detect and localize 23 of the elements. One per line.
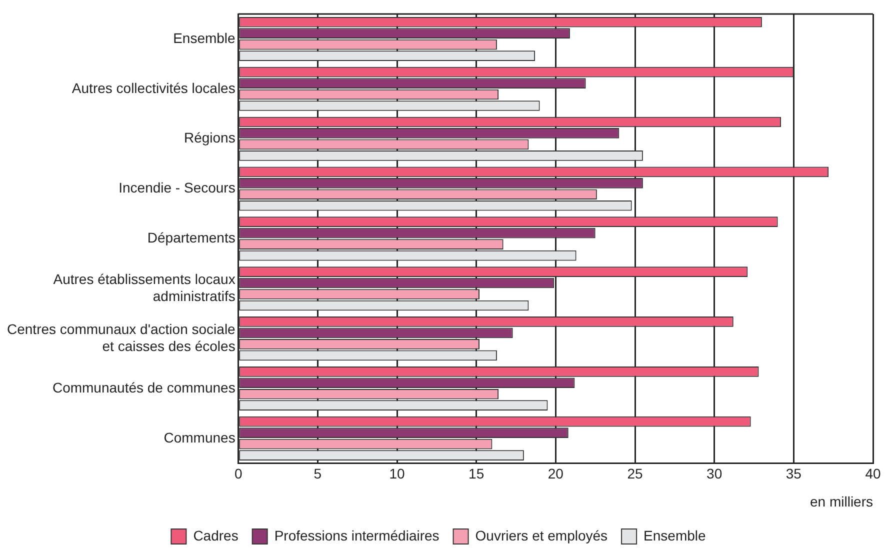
y-tick-label: Incendie - Secours <box>118 180 236 196</box>
y-tick-label: Communautés de communes <box>52 379 236 396</box>
x-tick-label: 10 <box>389 466 406 482</box>
y-tick-label: Ensemble <box>173 30 236 46</box>
legend-label: Ouvriers et employés <box>475 527 608 544</box>
y-tick-label: Autres établissements locaux administratifs <box>53 271 236 304</box>
x-tick-label: 30 <box>706 466 722 482</box>
x-tick-label: 25 <box>627 466 643 482</box>
y-tick-label: Centres communaux d'action sociale et caisses des écoles <box>6 321 236 354</box>
x-tick-label: 40 <box>865 466 881 482</box>
x-axis-title: en milliers <box>810 493 873 510</box>
legend-label: Professions intermédiaires <box>274 527 440 544</box>
x-tick-label: 5 <box>314 466 322 482</box>
x-tick-label: 0 <box>234 466 242 482</box>
x-tick-label: 35 <box>786 466 802 482</box>
x-tick-label: 15 <box>468 466 484 482</box>
legend-label: Cadres <box>193 527 238 544</box>
y-tick-label: Régions <box>184 130 236 146</box>
y-tick-label: Communes <box>164 429 236 446</box>
legend-label: Ensemble <box>644 527 706 544</box>
y-tick-label: Départements <box>147 230 236 246</box>
y-tick-label: Autres collectivités locales <box>72 80 236 96</box>
x-tick-label: 20 <box>548 466 564 482</box>
